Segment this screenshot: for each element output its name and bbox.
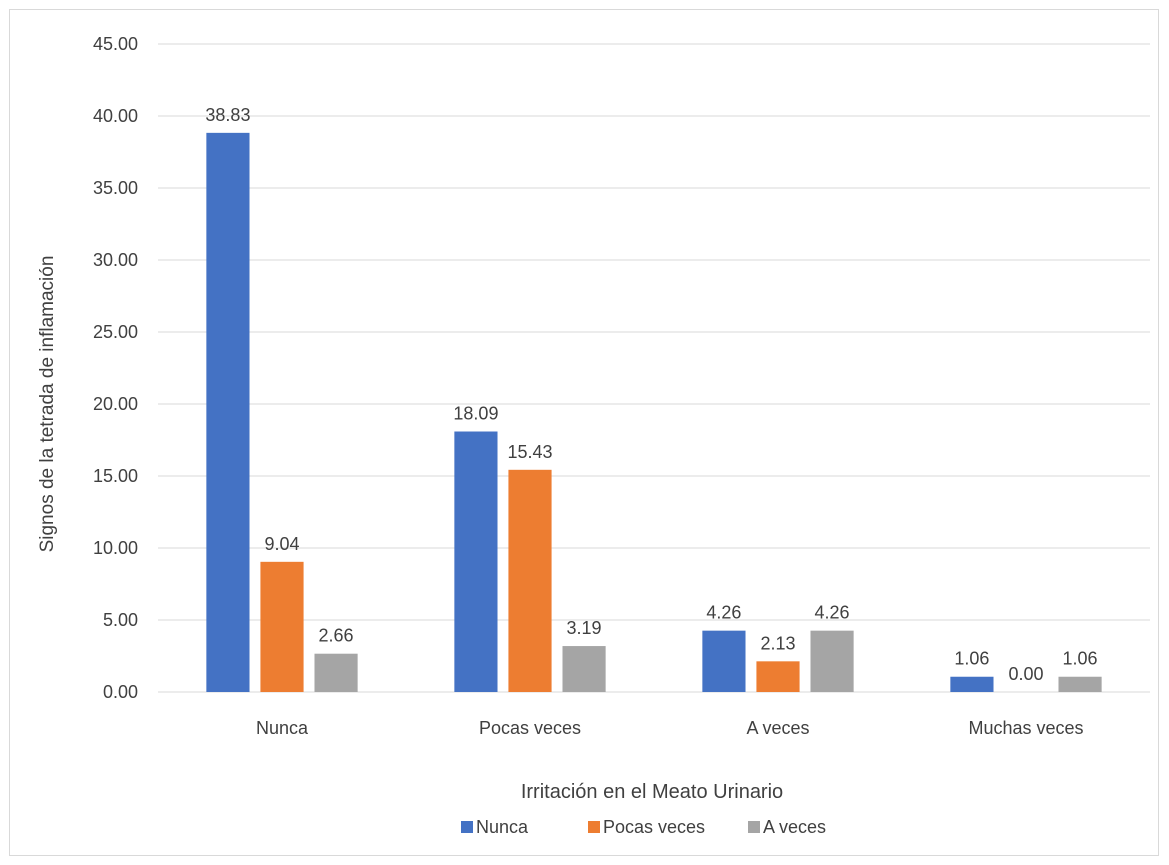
legend-label: Nunca — [476, 817, 529, 837]
bar-nunca — [702, 630, 746, 692]
legend-swatch — [588, 821, 600, 833]
data-label: 18.09 — [453, 404, 498, 424]
x-axis-ticks: Nunca Pocas veces A veces Muchas veces — [256, 718, 1084, 738]
bar-nunca — [454, 431, 498, 692]
data-label: 1.06 — [954, 649, 989, 669]
data-labels: 38.83 9.04 2.66 18.09 15.43 3.19 4.26 2.13 4.26 1… — [205, 105, 1097, 684]
data-label: 1.06 — [1063, 649, 1098, 669]
data-label: 4.26 — [706, 603, 741, 623]
x-axis-title: Irritación en el Meato Urinario — [521, 781, 783, 803]
x-tick-label: Nunca — [256, 718, 309, 738]
y-tick-label: 20.00 — [93, 394, 138, 414]
bars — [206, 132, 1102, 692]
legend-swatch — [748, 821, 760, 833]
y-tick-label: 30.00 — [93, 250, 138, 270]
data-label: 3.19 — [567, 618, 602, 638]
y-tick-label: 15.00 — [93, 466, 138, 486]
x-tick-label: Pocas veces — [479, 718, 581, 738]
y-tick-label: 35.00 — [93, 178, 138, 198]
bar-nunca — [950, 676, 994, 692]
data-label: 0.00 — [1008, 664, 1043, 684]
data-label: 4.26 — [815, 603, 850, 623]
y-tick-label: 5.00 — [103, 610, 138, 630]
gridlines — [158, 43, 1150, 693]
bar-a-veces — [810, 630, 854, 692]
data-label: 2.66 — [319, 626, 354, 646]
y-tick-label: 45.00 — [93, 34, 138, 54]
x-tick-label: A veces — [746, 718, 809, 738]
data-label: 38.83 — [205, 105, 250, 125]
y-axis-title: Signos de la tetrada de inflamación — [37, 256, 58, 553]
x-tick-label: Muchas veces — [968, 718, 1083, 738]
data-label: 2.13 — [760, 633, 795, 653]
bar-pocas-veces — [508, 469, 552, 692]
y-axis-ticks: 0.00 5.00 10.00 15.00 20.00 25.00 30.00 35.00 40… — [93, 34, 138, 702]
bar-nunca — [206, 132, 250, 692]
bar-pocas-veces — [756, 661, 800, 692]
bar-pocas-veces — [260, 561, 304, 692]
legend-label: Pocas veces — [603, 817, 705, 837]
y-tick-label: 25.00 — [93, 322, 138, 342]
y-tick-label: 40.00 — [93, 106, 138, 126]
bar-a-veces — [562, 646, 606, 692]
bar-a-veces — [1058, 676, 1102, 692]
legend: Nunca Pocas veces A veces — [461, 817, 826, 837]
legend-label: A veces — [763, 817, 826, 837]
chart-frame — [9, 9, 1159, 856]
y-tick-label: 10.00 — [93, 538, 138, 558]
data-label: 15.43 — [507, 442, 552, 462]
bar-a-veces — [314, 653, 358, 692]
y-tick-label: 0.00 — [103, 682, 138, 702]
legend-swatch — [461, 821, 473, 833]
data-label: 9.04 — [264, 534, 299, 554]
